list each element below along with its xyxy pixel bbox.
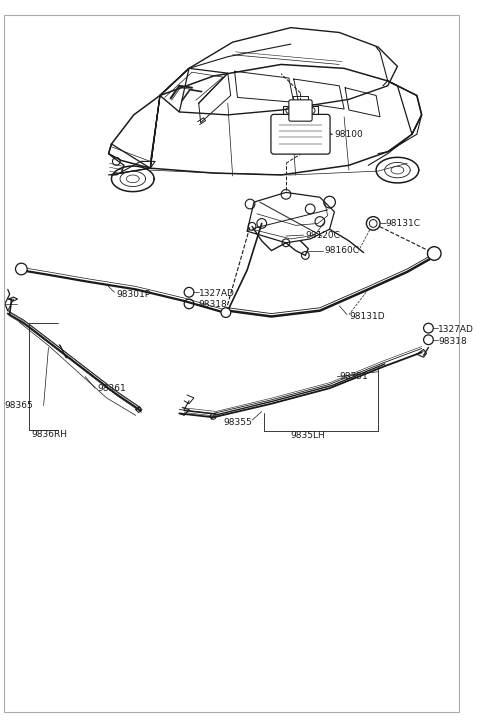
Circle shape: [427, 246, 441, 260]
Circle shape: [15, 263, 27, 275]
Text: 98131D: 98131D: [349, 312, 385, 321]
Text: 98361: 98361: [97, 384, 126, 393]
Text: 98318: 98318: [438, 337, 467, 346]
Text: 98131C: 98131C: [386, 219, 421, 228]
Text: 98301P: 98301P: [116, 289, 151, 299]
Text: 98318: 98318: [199, 300, 228, 310]
Text: 98351: 98351: [339, 372, 368, 381]
Circle shape: [367, 217, 380, 230]
Text: 1327AD: 1327AD: [438, 324, 474, 334]
Text: 98365: 98365: [5, 401, 33, 410]
Text: 98355: 98355: [223, 417, 252, 427]
Text: 98100: 98100: [335, 129, 363, 139]
Text: 98120C: 98120C: [305, 230, 340, 240]
Text: 98160C: 98160C: [325, 246, 360, 255]
FancyBboxPatch shape: [271, 114, 330, 154]
Circle shape: [221, 308, 231, 318]
FancyBboxPatch shape: [289, 100, 312, 121]
Text: 9836RH: 9836RH: [31, 430, 67, 439]
Text: 1327AD: 1327AD: [199, 289, 235, 298]
Text: 9835LH: 9835LH: [291, 431, 326, 441]
